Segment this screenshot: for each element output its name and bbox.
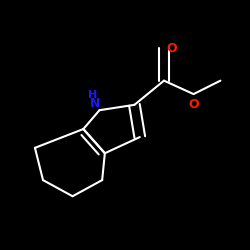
- Text: O: O: [166, 42, 177, 55]
- Text: O: O: [188, 98, 199, 111]
- Text: N: N: [90, 97, 101, 110]
- Text: H: H: [88, 90, 97, 101]
